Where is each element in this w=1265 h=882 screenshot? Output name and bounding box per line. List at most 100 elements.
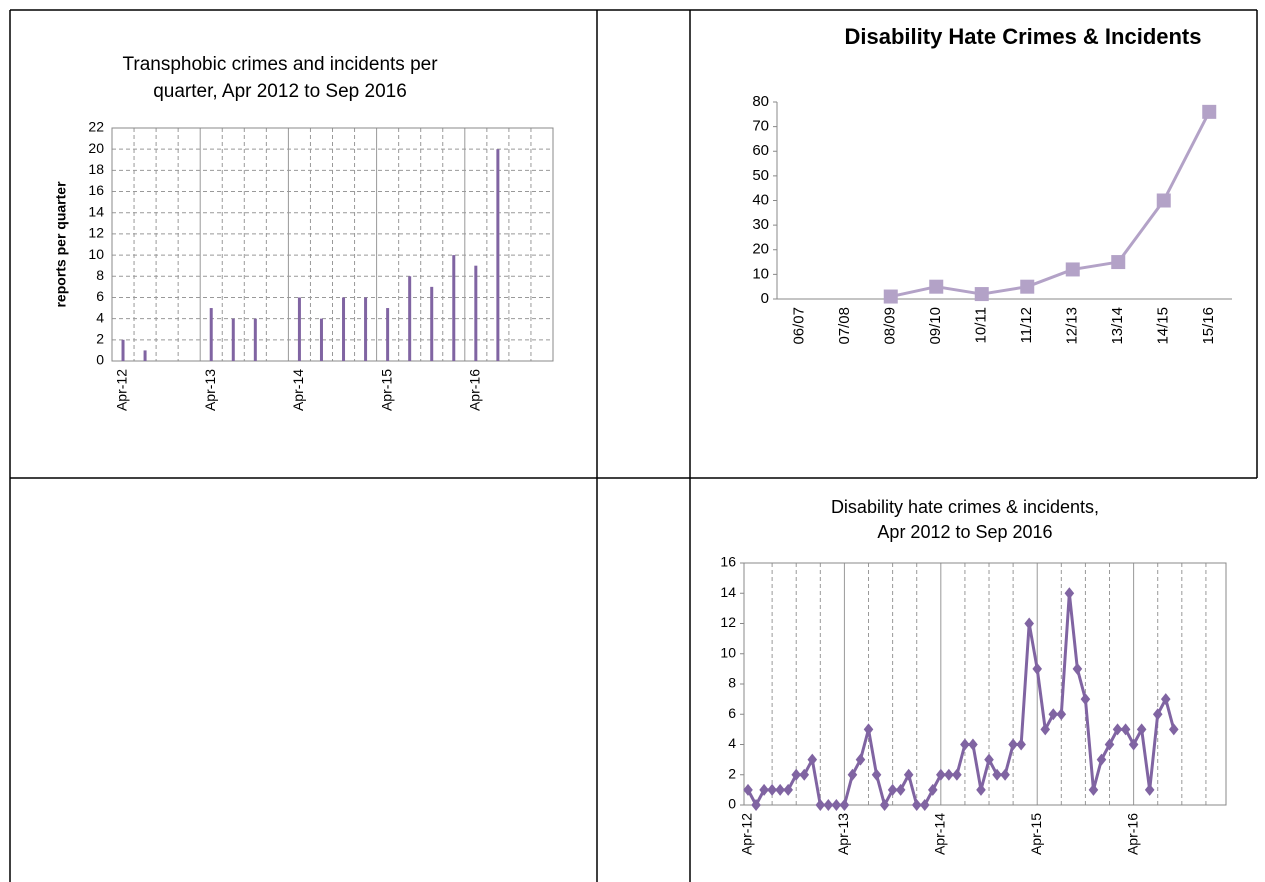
y-tick-label: 70 [752,118,769,135]
marker [1016,738,1026,751]
x-tick-label: 14/15 [1155,307,1172,345]
marker [831,799,842,811]
marker [1064,587,1075,600]
y-tick-label: 6 [728,705,736,721]
bar [408,276,412,361]
marker [974,287,989,302]
marker [791,768,802,781]
bar [121,339,125,361]
marker [984,753,994,766]
y-tick-label: 30 [752,216,769,233]
marker [1088,783,1099,796]
marker [1202,104,1217,119]
bar [209,308,213,361]
bar [474,265,478,361]
x-tick-label: 10/11 [973,307,990,343]
y-tick-label: 0 [761,290,769,307]
marker [1120,723,1131,736]
y-tick-label: 8 [728,675,736,691]
y-axis-label: reports per quarter [53,181,69,308]
bar [452,255,456,361]
x-tick-label: Apr-14 [290,369,306,411]
x-tick-label: Apr-15 [378,369,394,411]
y-tick-label: 10 [88,246,104,262]
marker [1024,617,1034,630]
chart-title: Apr 2012 to Sep 2016 [877,522,1052,542]
plot-frame [743,562,1227,806]
marker [743,783,753,796]
chart-title: quarter, Apr 2012 to Sep 2016 [153,81,407,102]
marker [1112,723,1123,736]
marker [1160,693,1171,706]
marker [992,768,1002,781]
marker [879,799,890,811]
marker [952,768,962,781]
chart-title: Transphobic crimes and incidents per [122,54,438,75]
marker [929,279,944,294]
marker [968,738,978,751]
marker [823,799,834,811]
y-tick-label: 20 [88,140,104,156]
x-tick-label: 06/07 [791,307,808,345]
y-tick-label: 0 [96,352,104,368]
y-tick-label: 4 [96,309,104,325]
marker [911,799,922,811]
y-tick-label: 60 [752,142,769,159]
y-tick-label: 22 [88,119,104,135]
marker [944,768,954,781]
marker [1096,753,1107,766]
x-tick-label: Apr-15 [1028,813,1044,855]
marker [960,738,970,751]
x-tick-label: Apr-12 [114,369,130,411]
x-tick-label: Apr-13 [835,813,851,855]
marker [903,768,914,781]
x-tick-label: 12/13 [1064,307,1081,345]
bar [253,318,257,361]
marker [887,783,898,796]
y-tick-label: 12 [88,225,104,241]
marker [1048,708,1059,721]
marker [1000,768,1010,781]
marker [807,753,818,766]
y-tick-label: 10 [752,265,769,282]
marker [863,723,874,736]
marker [936,768,946,781]
y-tick-label: 14 [720,584,736,600]
marker [1072,662,1083,675]
bar [319,318,323,361]
marker [1111,255,1126,270]
bar [496,149,500,361]
y-tick-label: 2 [96,331,104,347]
marker [783,783,793,796]
x-tick-label: 09/10 [927,307,944,345]
marker [927,783,938,796]
marker [1156,193,1171,208]
x-tick-label: Apr-14 [932,813,948,855]
marker [767,783,777,796]
bar [297,297,301,361]
marker [1168,723,1179,736]
marker [1080,693,1091,706]
marker [1144,783,1155,796]
marker [1008,738,1018,751]
y-tick-label: 50 [752,167,769,184]
marker [883,289,898,304]
bar [231,318,235,361]
y-tick-label: 4 [728,735,736,751]
x-tick-label: 13/14 [1109,307,1126,345]
y-tick-label: 16 [720,554,736,570]
y-tick-label: 14 [88,203,104,219]
marker [1056,708,1067,721]
bar [364,297,368,361]
y-tick-label: 6 [96,288,104,304]
bar [430,286,434,361]
x-tick-label: 08/09 [882,307,899,345]
chart-title: Disability hate crimes & incidents, [831,497,1099,517]
y-tick-label: 18 [88,161,104,177]
marker [1020,279,1035,294]
marker [855,753,866,766]
marker [751,799,761,811]
x-tick-label: Apr-16 [467,369,483,411]
y-tick-label: 40 [752,191,769,208]
